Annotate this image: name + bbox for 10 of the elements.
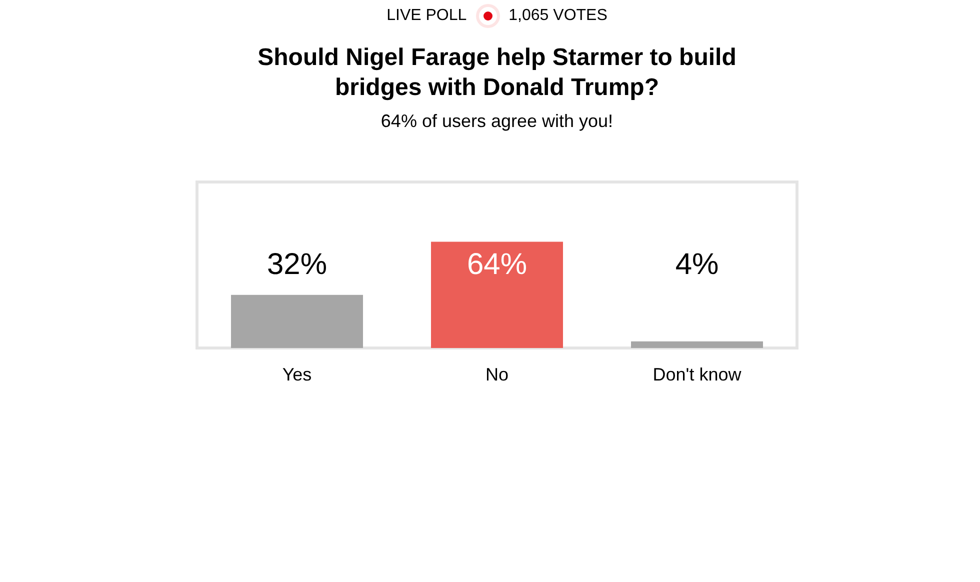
text: LIVE POLL [386, 7, 467, 25]
chart-title: Should Nigel Farage help Starmer to build bridges with Donald Trump? [257, 43, 737, 103]
x-tick-label: Yes [282, 364, 312, 384]
data-label: 32% [266, 248, 328, 281]
x-tick-label: No [485, 364, 509, 384]
text: 1,065 VOTES [508, 7, 608, 25]
x-tick-label: Don't know [652, 364, 742, 384]
data-label: 64% [466, 248, 528, 281]
chart-subtitle: 64% of users agree with you! [380, 111, 614, 132]
data-label: 4% [675, 248, 719, 281]
